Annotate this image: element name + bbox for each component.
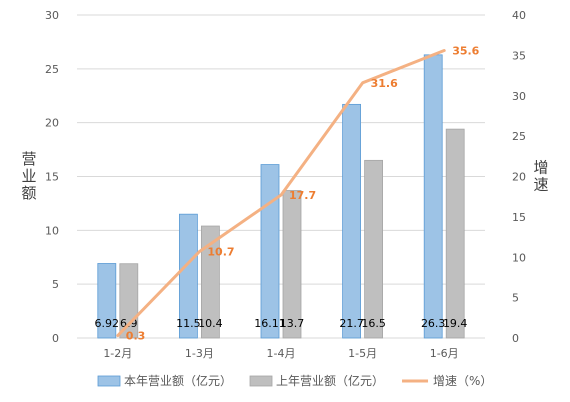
bar — [97, 263, 117, 339]
bar-value-label: 21.7 — [339, 317, 364, 330]
y2-tick-label: 0 — [512, 332, 519, 345]
bar-value-label: 26.3 — [421, 317, 446, 330]
legend-label: 上年营业额（亿元） — [276, 373, 384, 388]
y-tick-label: 0 — [52, 332, 59, 345]
y2-tick-label: 40 — [512, 9, 526, 22]
bar-value-label: 6.92 — [95, 317, 120, 330]
bar-value-label: 11.5 — [176, 317, 201, 330]
legend-swatch — [249, 375, 273, 387]
line-value-label: 31.6 — [371, 77, 398, 90]
y2-tick-label: 30 — [512, 90, 526, 103]
y2-tick-label: 25 — [512, 130, 526, 143]
x-tick-label: 1-5月 — [348, 347, 377, 360]
y2-axis-title: 增速 — [533, 159, 548, 194]
line-value-label: 35.6 — [452, 45, 479, 58]
growth-line — [116, 49, 446, 338]
bar — [200, 225, 220, 339]
legend-swatch — [97, 375, 121, 387]
bar — [445, 128, 465, 339]
bar — [342, 103, 362, 339]
x-tick-label: 1-6月 — [430, 347, 459, 360]
y-tick-label: 15 — [45, 171, 59, 184]
x-tick-label: 1-4月 — [267, 347, 296, 360]
y2-tick-label: 15 — [512, 211, 526, 224]
y-axis-title: 营业额 — [21, 150, 36, 202]
x-tick-label: 1-3月 — [185, 347, 214, 360]
bar-value-label: 16.11 — [254, 317, 286, 330]
line-value-label: 0.3 — [126, 330, 146, 343]
bar-value-label: 19.4 — [443, 317, 468, 330]
bar-value-label: 10.4 — [198, 317, 223, 330]
y2-tick-label: 20 — [512, 171, 526, 184]
legend-label: 本年营业额（亿元） — [124, 373, 232, 388]
bar — [178, 213, 198, 339]
y2-tick-label: 5 — [512, 292, 519, 305]
bar-value-label: 16.5 — [361, 317, 386, 330]
y2-tick-label: 10 — [512, 251, 526, 264]
y-tick-label: 5 — [52, 278, 59, 291]
line-value-label: 17.7 — [289, 189, 316, 202]
bar — [282, 190, 302, 339]
legend-label: 增速（%） — [433, 374, 492, 388]
x-tick-label: 1-2月 — [103, 347, 132, 360]
y-tick-label: 20 — [45, 117, 59, 130]
bar — [364, 159, 384, 339]
line-value-label: 10.7 — [207, 246, 234, 259]
y-tick-label: 25 — [45, 63, 59, 76]
bar — [423, 54, 443, 339]
bar-value-label: 13.7 — [280, 317, 305, 330]
y-tick-label: 10 — [45, 224, 59, 237]
y2-tick-label: 35 — [512, 49, 526, 62]
bar — [260, 164, 280, 339]
y-tick-label: 30 — [45, 9, 59, 22]
